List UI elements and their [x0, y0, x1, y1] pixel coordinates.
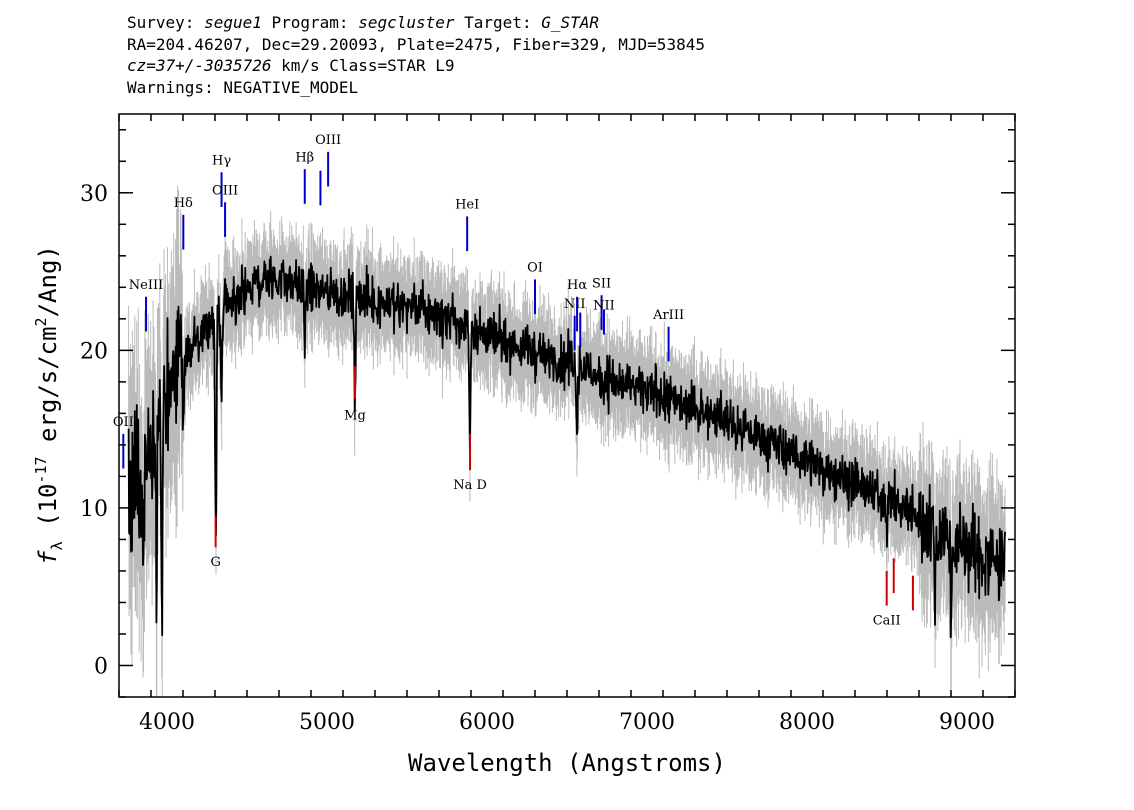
emission-line-label-8: HeI: [455, 198, 479, 213]
emission-line-label-10: NII: [564, 297, 586, 312]
y-label-part2: erg/s/cm: [34, 326, 62, 456]
y-tick-label: 20: [80, 339, 108, 364]
y-axis-label: fλ (10-17 erg/s/cm2/Ang): [32, 245, 66, 565]
axis-tick-labels: 4000 5000 6000 7000 8000 9000 0 10 20 30: [80, 182, 995, 735]
header-line-warnings: Warnings: NEGATIVE_MODEL: [127, 77, 359, 97]
plot-area: [122, 151, 1006, 697]
plot-frame: [118, 113, 1016, 698]
emission-line-label-4: OIII: [212, 183, 238, 198]
spectrum-header: Survey: segue1 Program: segcluster Targe…: [127, 12, 705, 98]
emission-line-label-9: OI: [527, 261, 543, 276]
absorption-line-label-1: Mg: [344, 409, 366, 424]
x-tick-label: 4000: [139, 710, 195, 735]
emission-line-label-2: Hδ: [174, 196, 193, 211]
header-line-coords: RA=204.46207, Dec=29.20093, Plate=2475, …: [127, 34, 705, 54]
emission-line-label-11: Hα: [567, 278, 587, 293]
emission-line-label-0: OII: [113, 415, 134, 430]
emission-line-label-13: SII: [592, 276, 611, 291]
redshift-value: cz=37+/-3035726: [127, 56, 272, 75]
emission-line-label-3: Hγ: [212, 153, 231, 168]
y-label-exp: -17: [32, 456, 50, 483]
y-label-exp2: 2: [32, 317, 50, 326]
emission-line-label-1: NeIII: [129, 278, 163, 293]
flux-series-line: [127, 255, 1006, 639]
y-tick-label: 30: [80, 182, 108, 207]
absorption-line-label-2: Na D: [453, 478, 487, 493]
class-value: km/s Class=STAR L9: [271, 56, 455, 75]
program-value: segcluster: [358, 13, 455, 32]
x-tick-label: 7000: [619, 710, 675, 735]
x-tick-label: 6000: [459, 710, 515, 735]
x-tick-label: 9000: [939, 710, 995, 735]
x-axis-label: Wavelength (Angstroms): [408, 749, 726, 777]
absorption-line-label-0: G: [210, 555, 220, 570]
emission-line-label-5: Hβ: [295, 150, 314, 165]
target-label: Target:: [454, 13, 542, 32]
x-tick-label: 5000: [299, 710, 355, 735]
y-tick-label: 0: [94, 654, 108, 679]
header-line-redshift: cz=37+/-3035726 km/s Class=STAR L9: [127, 55, 705, 77]
survey-value: segue1: [204, 13, 262, 32]
line-markers: [122, 151, 914, 611]
error-band-series: [128, 185, 1006, 697]
x-tick-label: 8000: [779, 710, 835, 735]
emission-line-label-7: OIII: [315, 133, 341, 148]
emission-line-label-15: ArIII: [652, 308, 684, 323]
y-tick-label: 10: [80, 497, 108, 522]
survey-label: Survey:: [127, 13, 205, 32]
y-label-sub: λ: [48, 541, 66, 550]
emission-line-label-14: NII: [593, 298, 615, 313]
target-value: G_STAR: [541, 13, 600, 32]
y-label-part1: (10: [34, 484, 62, 542]
absorption-line-label-3: CaII: [873, 614, 901, 629]
y-label-part3: /Ang): [34, 245, 62, 317]
header-line-survey: Survey: segue1 Program: segcluster Targe…: [127, 12, 705, 34]
y-label-f: f: [34, 550, 62, 565]
program-label: Program:: [261, 13, 359, 32]
axis-ticks: [118, 114, 1016, 698]
